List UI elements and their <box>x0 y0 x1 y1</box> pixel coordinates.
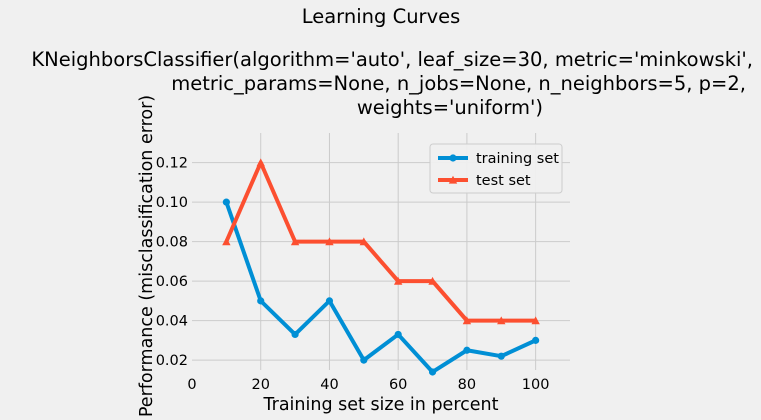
legend: training set test set <box>429 143 563 194</box>
legend-label-test-set: test set <box>476 173 531 189</box>
legend-marker-test-set <box>448 175 458 184</box>
legend-label-training-set: training set <box>476 151 559 167</box>
x-axis-label: Training set size in percent <box>263 395 499 415</box>
training-set-point <box>222 198 230 206</box>
x-tick-label: 20 <box>252 377 270 393</box>
y-tick-label: 0.08 <box>156 235 188 251</box>
x-tick-label: 60 <box>389 377 407 393</box>
test-set-point <box>325 237 334 246</box>
y-tick-label: 0.06 <box>156 274 188 290</box>
training-set-point <box>463 346 471 354</box>
chart-subtitle-line-3: weights='uniform') <box>357 96 543 119</box>
training-set-point <box>394 330 402 339</box>
y-tick-label: 0.02 <box>156 353 188 369</box>
test-set-point <box>393 276 403 285</box>
training-set-point <box>497 352 505 360</box>
legend-marker-training-set <box>449 154 457 162</box>
training-set-point <box>257 297 265 305</box>
training-set-line <box>224 201 537 374</box>
test-set-point <box>428 276 437 285</box>
x-tick-label: 80 <box>458 377 476 393</box>
test-set-point <box>497 316 506 325</box>
test-set-point <box>222 237 231 246</box>
y-tick-label: 0.04 <box>156 314 188 330</box>
test-set-point <box>256 158 265 167</box>
training-set-point <box>360 356 368 364</box>
training-set-point <box>428 368 437 376</box>
y-tick-label: 0.12 <box>156 156 188 172</box>
test-set-point <box>462 316 472 325</box>
training-set-point <box>291 330 299 339</box>
test-set-line <box>224 160 536 323</box>
test-set-point <box>531 316 540 325</box>
x-tick-label: 40 <box>320 377 338 393</box>
test-set-point <box>359 237 369 246</box>
chart-title: Learning Curves <box>302 5 461 28</box>
training-set-point <box>325 297 334 305</box>
chart-subtitle-line-2: metric_params=None, n_jobs=None, n_neigh… <box>171 72 746 95</box>
training-set-point <box>532 336 540 344</box>
test-set-point <box>290 237 300 246</box>
x-tick-label: 100 <box>522 377 550 393</box>
y-tick-label: 0.10 <box>156 195 188 211</box>
y-axis-label: Performance (misclassification error) <box>137 95 157 417</box>
x-tick-label: 0 <box>187 377 196 393</box>
chart-subtitle-line-1: KNeighborsClassifier(algorithm='auto', l… <box>31 48 753 71</box>
